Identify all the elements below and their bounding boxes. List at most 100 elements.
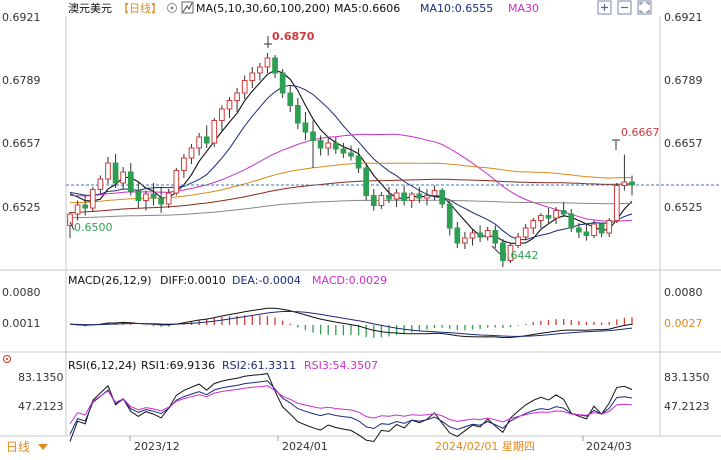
candle-up <box>462 237 468 244</box>
candle-down <box>454 227 461 244</box>
candle-down <box>492 230 499 244</box>
candle-up <box>591 223 597 236</box>
price-tick-2: 0.6789 <box>2 74 41 87</box>
candle-up <box>143 193 149 201</box>
macd-diff: DIFF:0.0010 <box>160 274 226 287</box>
candle-up <box>606 220 613 234</box>
ma10-line <box>69 84 633 241</box>
period-button[interactable]: 日线 <box>6 440 30 454</box>
candle-down <box>302 122 309 133</box>
indicator-toggle-icon[interactable] <box>181 1 194 14</box>
rsi-tick-1: 83.1350 <box>18 371 64 384</box>
candle-up <box>188 147 195 159</box>
rsi1-line <box>69 373 633 443</box>
candle-up <box>89 189 96 209</box>
rsi1-value: RSI1:69.9136 <box>141 359 215 372</box>
candle-down <box>629 181 635 186</box>
candle-up <box>538 215 544 221</box>
price-tick-3: 0.6657 <box>2 137 41 150</box>
candle-up <box>165 192 172 205</box>
candle-down <box>370 195 377 206</box>
candle-up <box>257 66 263 74</box>
rsi-tick-right-1: 83.1350 <box>664 371 710 384</box>
hover-date: 2024/02/01 星期四 <box>435 440 535 453</box>
settings-icon[interactable] <box>167 3 177 13</box>
period-dropdown-icon[interactable] <box>38 444 48 450</box>
candle-down <box>598 223 605 234</box>
price-annotations: 0.6870 0.6500 0.6442 0.6667 <box>69 30 660 262</box>
period-tag[interactable]: 【日线】 <box>118 1 162 15</box>
candle-up <box>378 195 385 206</box>
macd-name: MACD(26,12,9) <box>68 274 152 287</box>
candle-up <box>393 192 400 200</box>
rsi-tick-2: 47.2123 <box>18 400 64 413</box>
candle-up <box>226 100 233 110</box>
candle-down <box>575 227 582 233</box>
candle-down <box>439 190 445 205</box>
rsi-header: RSI(6,12,24) RSI1:69.9136 RSI2:61.3311 R… <box>68 359 378 372</box>
candle-up <box>484 230 491 238</box>
candle-down <box>317 140 324 149</box>
candle-up <box>621 181 628 186</box>
rsi2-line <box>69 380 633 435</box>
low-label-1: 0.6500 <box>74 221 113 234</box>
fullscreen-icon[interactable] <box>637 0 652 15</box>
price-tick-1: 0.6921 <box>2 11 41 24</box>
zoom-in-icon[interactable] <box>597 0 612 15</box>
ma30-value: MA30 <box>508 2 539 15</box>
candle-up <box>264 57 271 68</box>
rsi-panel <box>69 373 633 443</box>
symbol-label: 澳元美元 <box>68 2 112 15</box>
candle-up <box>553 210 559 219</box>
candle-down <box>82 204 89 209</box>
candle-down <box>500 242 506 261</box>
macd-dea: DEA:-0.0004 <box>232 274 301 287</box>
candle-down <box>446 203 453 229</box>
date-tick-1: 2023/12 <box>134 440 180 453</box>
macd-value: MACD:0.0029 <box>312 274 387 287</box>
candle-down <box>272 57 278 74</box>
candle-down <box>332 142 339 150</box>
macd-tick-right-2: 0.0027 <box>664 317 703 330</box>
ma10-value: MA10:0.6555 <box>420 2 493 15</box>
candle-up <box>173 170 180 194</box>
candle-up <box>522 227 529 238</box>
candle-down <box>355 155 362 169</box>
price-axis-right: 0.6921 0.6789 0.6657 0.6525 <box>664 11 703 214</box>
candle-up <box>105 162 111 180</box>
recent-high-label: 0.6667 <box>621 126 660 139</box>
candle-up <box>249 72 256 81</box>
candle-up <box>241 80 248 94</box>
candlestick-series <box>67 53 635 267</box>
macd-tick-2: 0.0011 <box>2 317 41 330</box>
candle-down <box>386 195 392 200</box>
candle-up <box>424 195 430 199</box>
price-tick-right-4: 0.6525 <box>664 201 703 214</box>
candle-up <box>74 204 81 215</box>
rsi3-value: RSI3:54.3507 <box>304 359 378 372</box>
date-tick-2: 2024/01 <box>282 440 328 453</box>
candle-down <box>203 136 210 144</box>
candle-down <box>477 232 483 238</box>
candle-down <box>340 148 347 154</box>
bottom-bar: 日线 2023/12 2024/01 2024/02/01 星期四 2024/0… <box>6 436 632 454</box>
candle-down <box>568 213 575 229</box>
candle-up <box>325 142 332 149</box>
candle-down <box>287 92 294 106</box>
price-tick-right-1: 0.6921 <box>664 11 703 24</box>
macd-dea-line <box>69 310 633 337</box>
candle-down <box>112 162 119 184</box>
zoom-out-icon[interactable] <box>617 0 632 15</box>
rsi3-line <box>69 385 633 425</box>
candle-up <box>196 136 202 149</box>
ma-indicator-label: MA(5,10,30,60,100,200) <box>196 2 330 15</box>
rsi-settings-icon[interactable] <box>3 355 11 363</box>
candle-up <box>67 213 73 226</box>
rsi-tick-right-2: 47.2123 <box>664 400 710 413</box>
candle-down <box>583 231 590 236</box>
low-label-2: 0.6442 <box>500 249 539 262</box>
candle-up <box>613 185 620 221</box>
ma100-line <box>69 178 633 213</box>
candle-down <box>416 193 423 199</box>
